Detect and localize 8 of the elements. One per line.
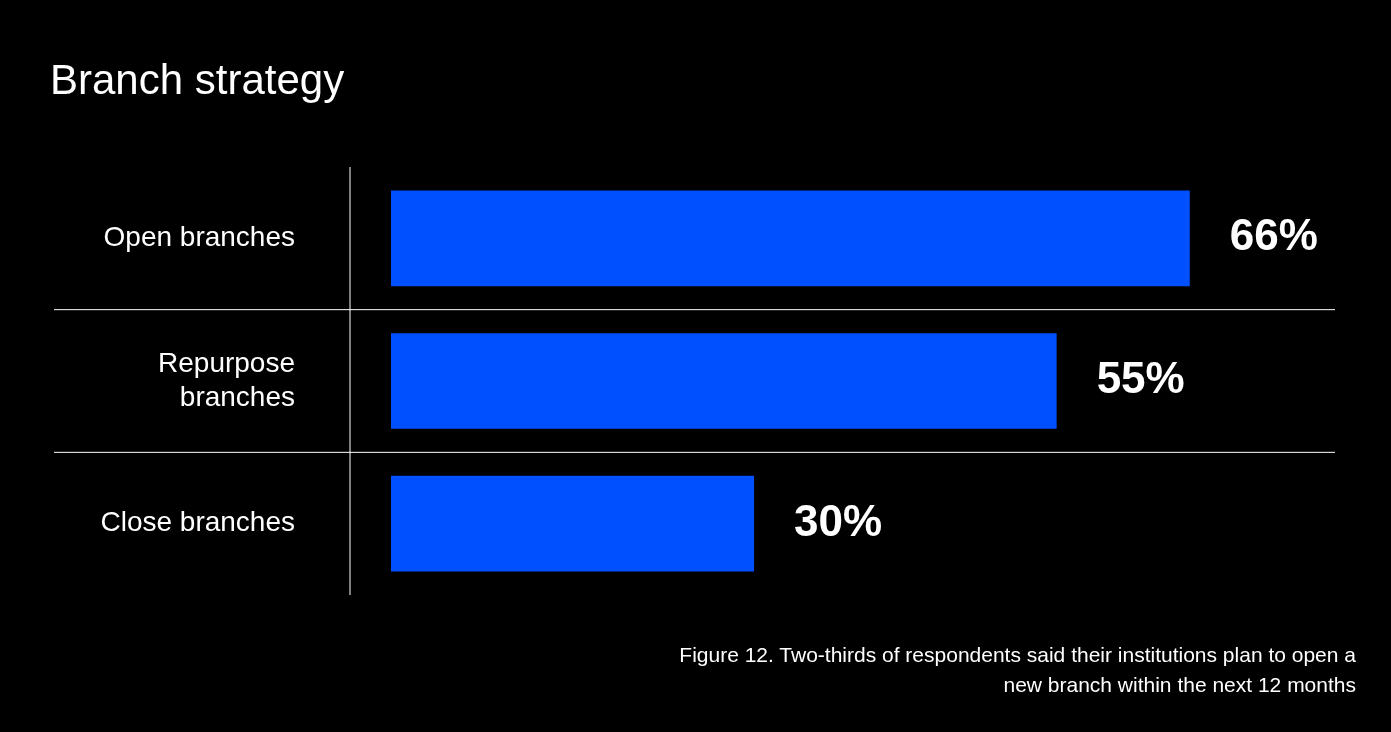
data-label: 55% — [1096, 353, 1185, 403]
chart-title: Branch strategy — [50, 56, 345, 104]
y-tick-label: Open branches — [103, 221, 295, 253]
y-tick-label: Close branches — [100, 506, 295, 538]
y-tick-label: Repurpose branches — [158, 346, 295, 412]
data-label: 66% — [1229, 210, 1318, 260]
caption: Figure 12. Two-thirds of respondents said their institutions plan to open a new branch within the next 12 months — [678, 642, 1356, 698]
data-label: 30% — [794, 495, 883, 545]
